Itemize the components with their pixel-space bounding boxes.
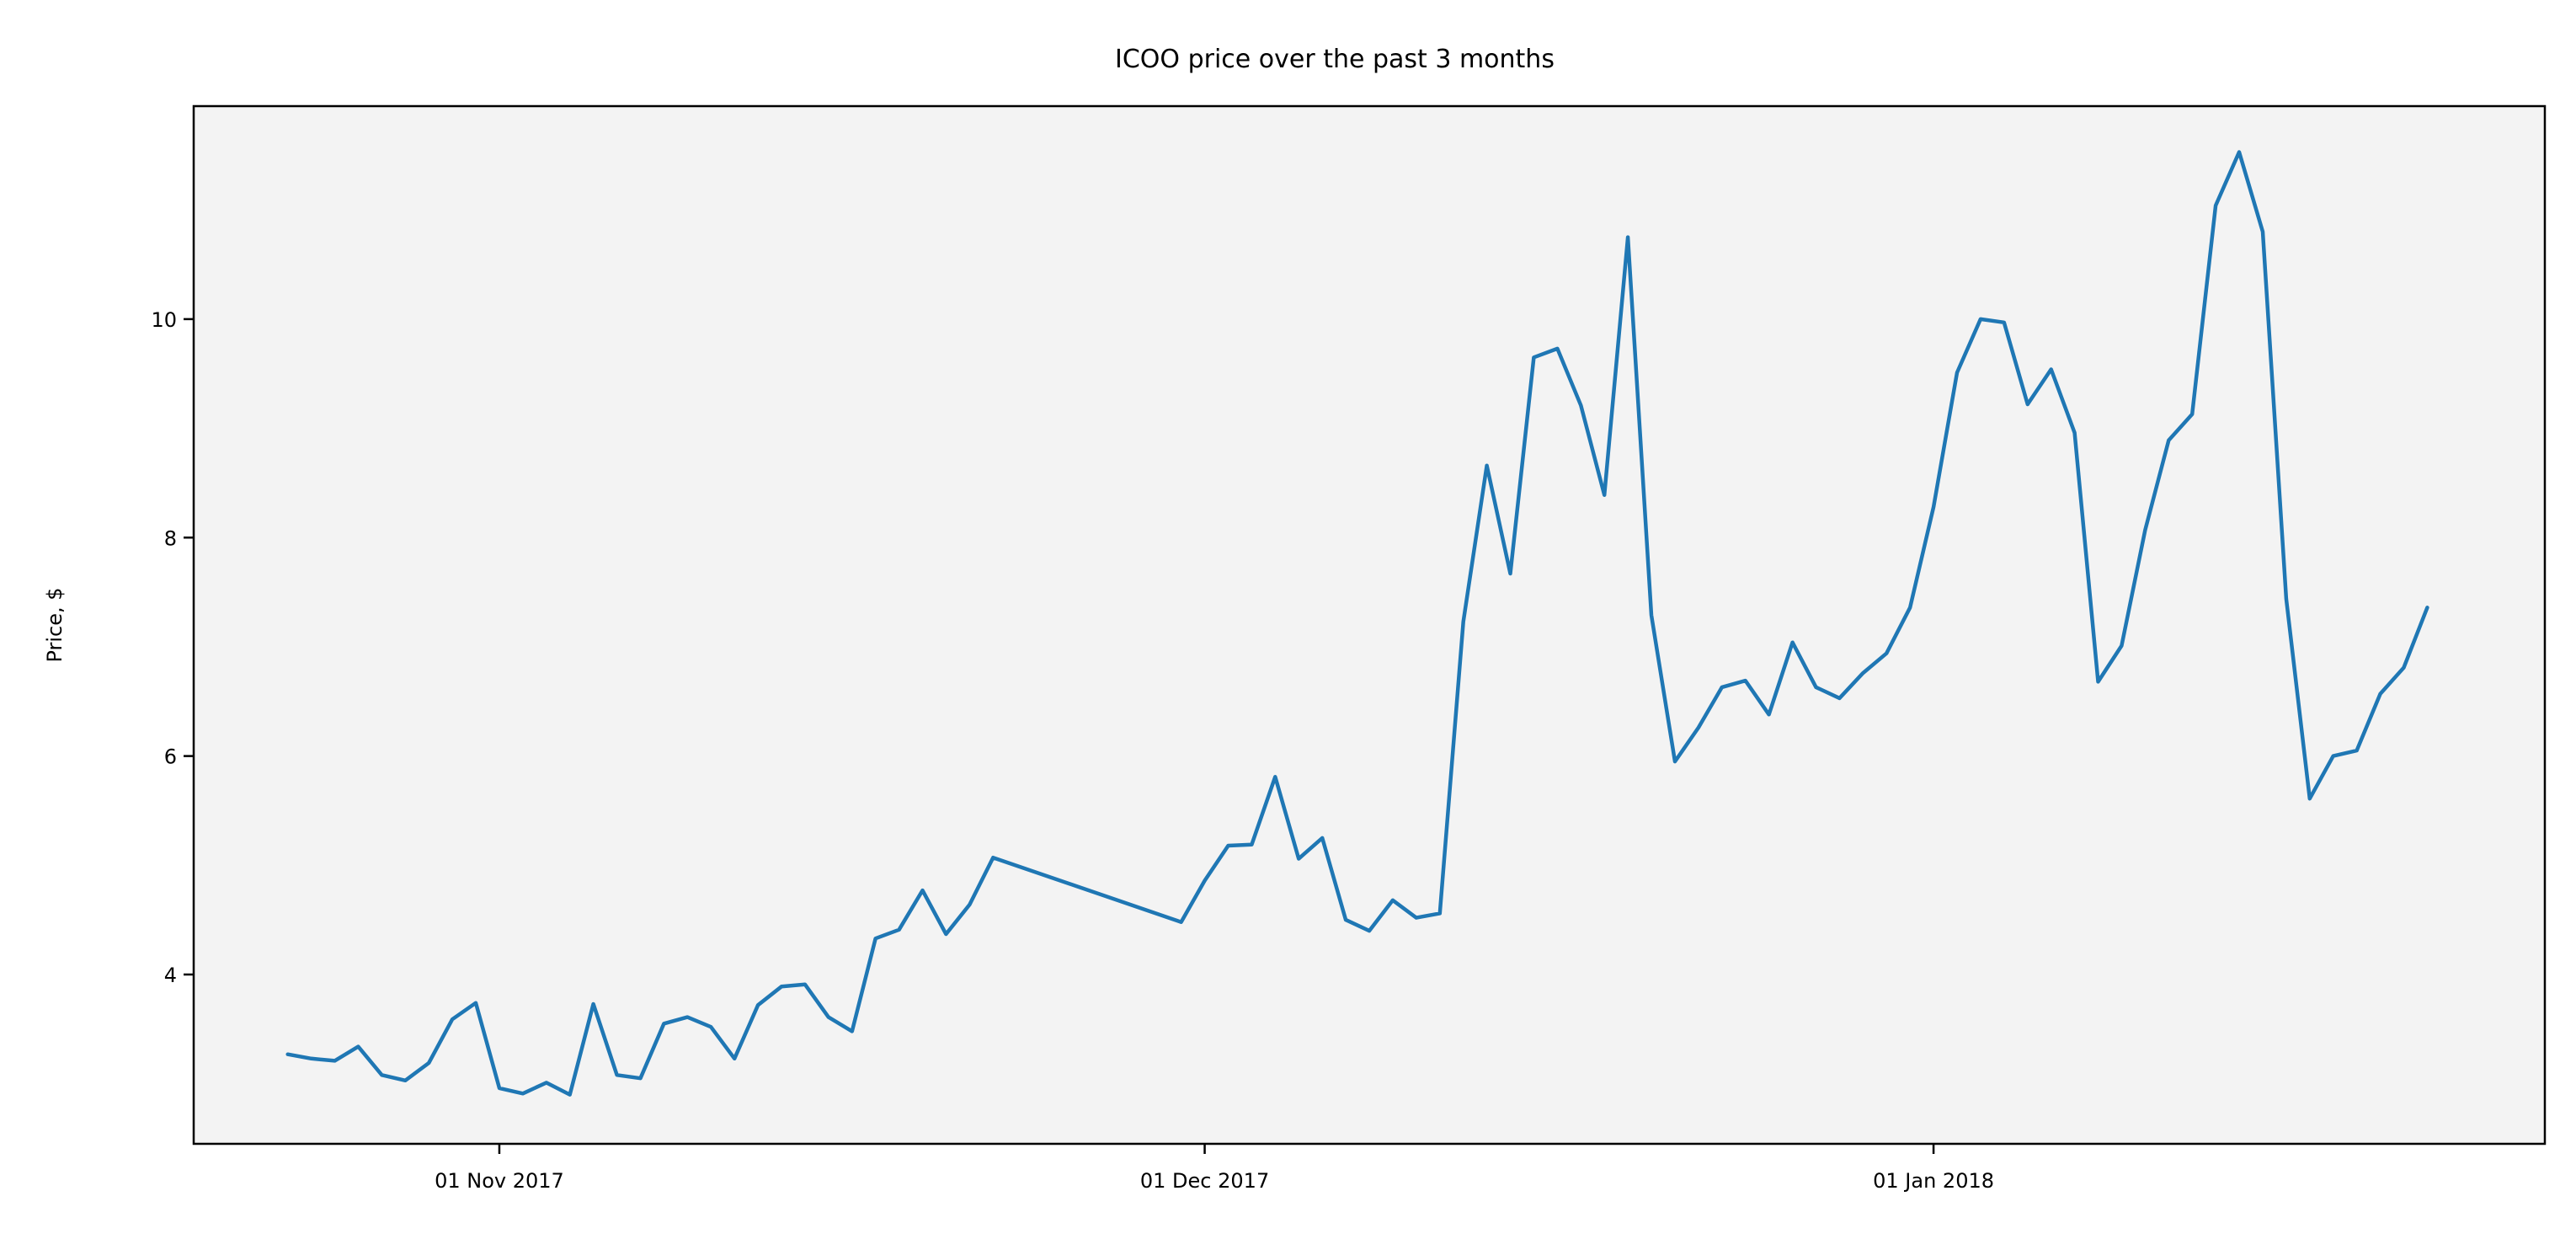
- y-tick-label: 8: [164, 526, 177, 550]
- y-tick-label: 10: [151, 308, 177, 332]
- price-series-line: [285, 150, 2429, 1097]
- y-axis-label: Price, $: [43, 587, 67, 662]
- x-tick-label: 01 Jan 2018: [1873, 1169, 1994, 1193]
- y-tick-label: 6: [164, 745, 177, 769]
- plot-frame: [192, 104, 2547, 1146]
- x-tick-label: 01 Dec 2017: [1140, 1169, 1269, 1193]
- chart-title: ICOO price over the past 3 months: [1115, 45, 1555, 74]
- y-tick-label: 4: [164, 964, 177, 987]
- tick-group: 4 6 8 10 01 Nov 2017 01 Dec 2017 01 Jan 2018: [151, 308, 1994, 1193]
- plot-area: [194, 106, 2545, 1144]
- x-tick-label: 01 Nov 2017: [435, 1169, 564, 1193]
